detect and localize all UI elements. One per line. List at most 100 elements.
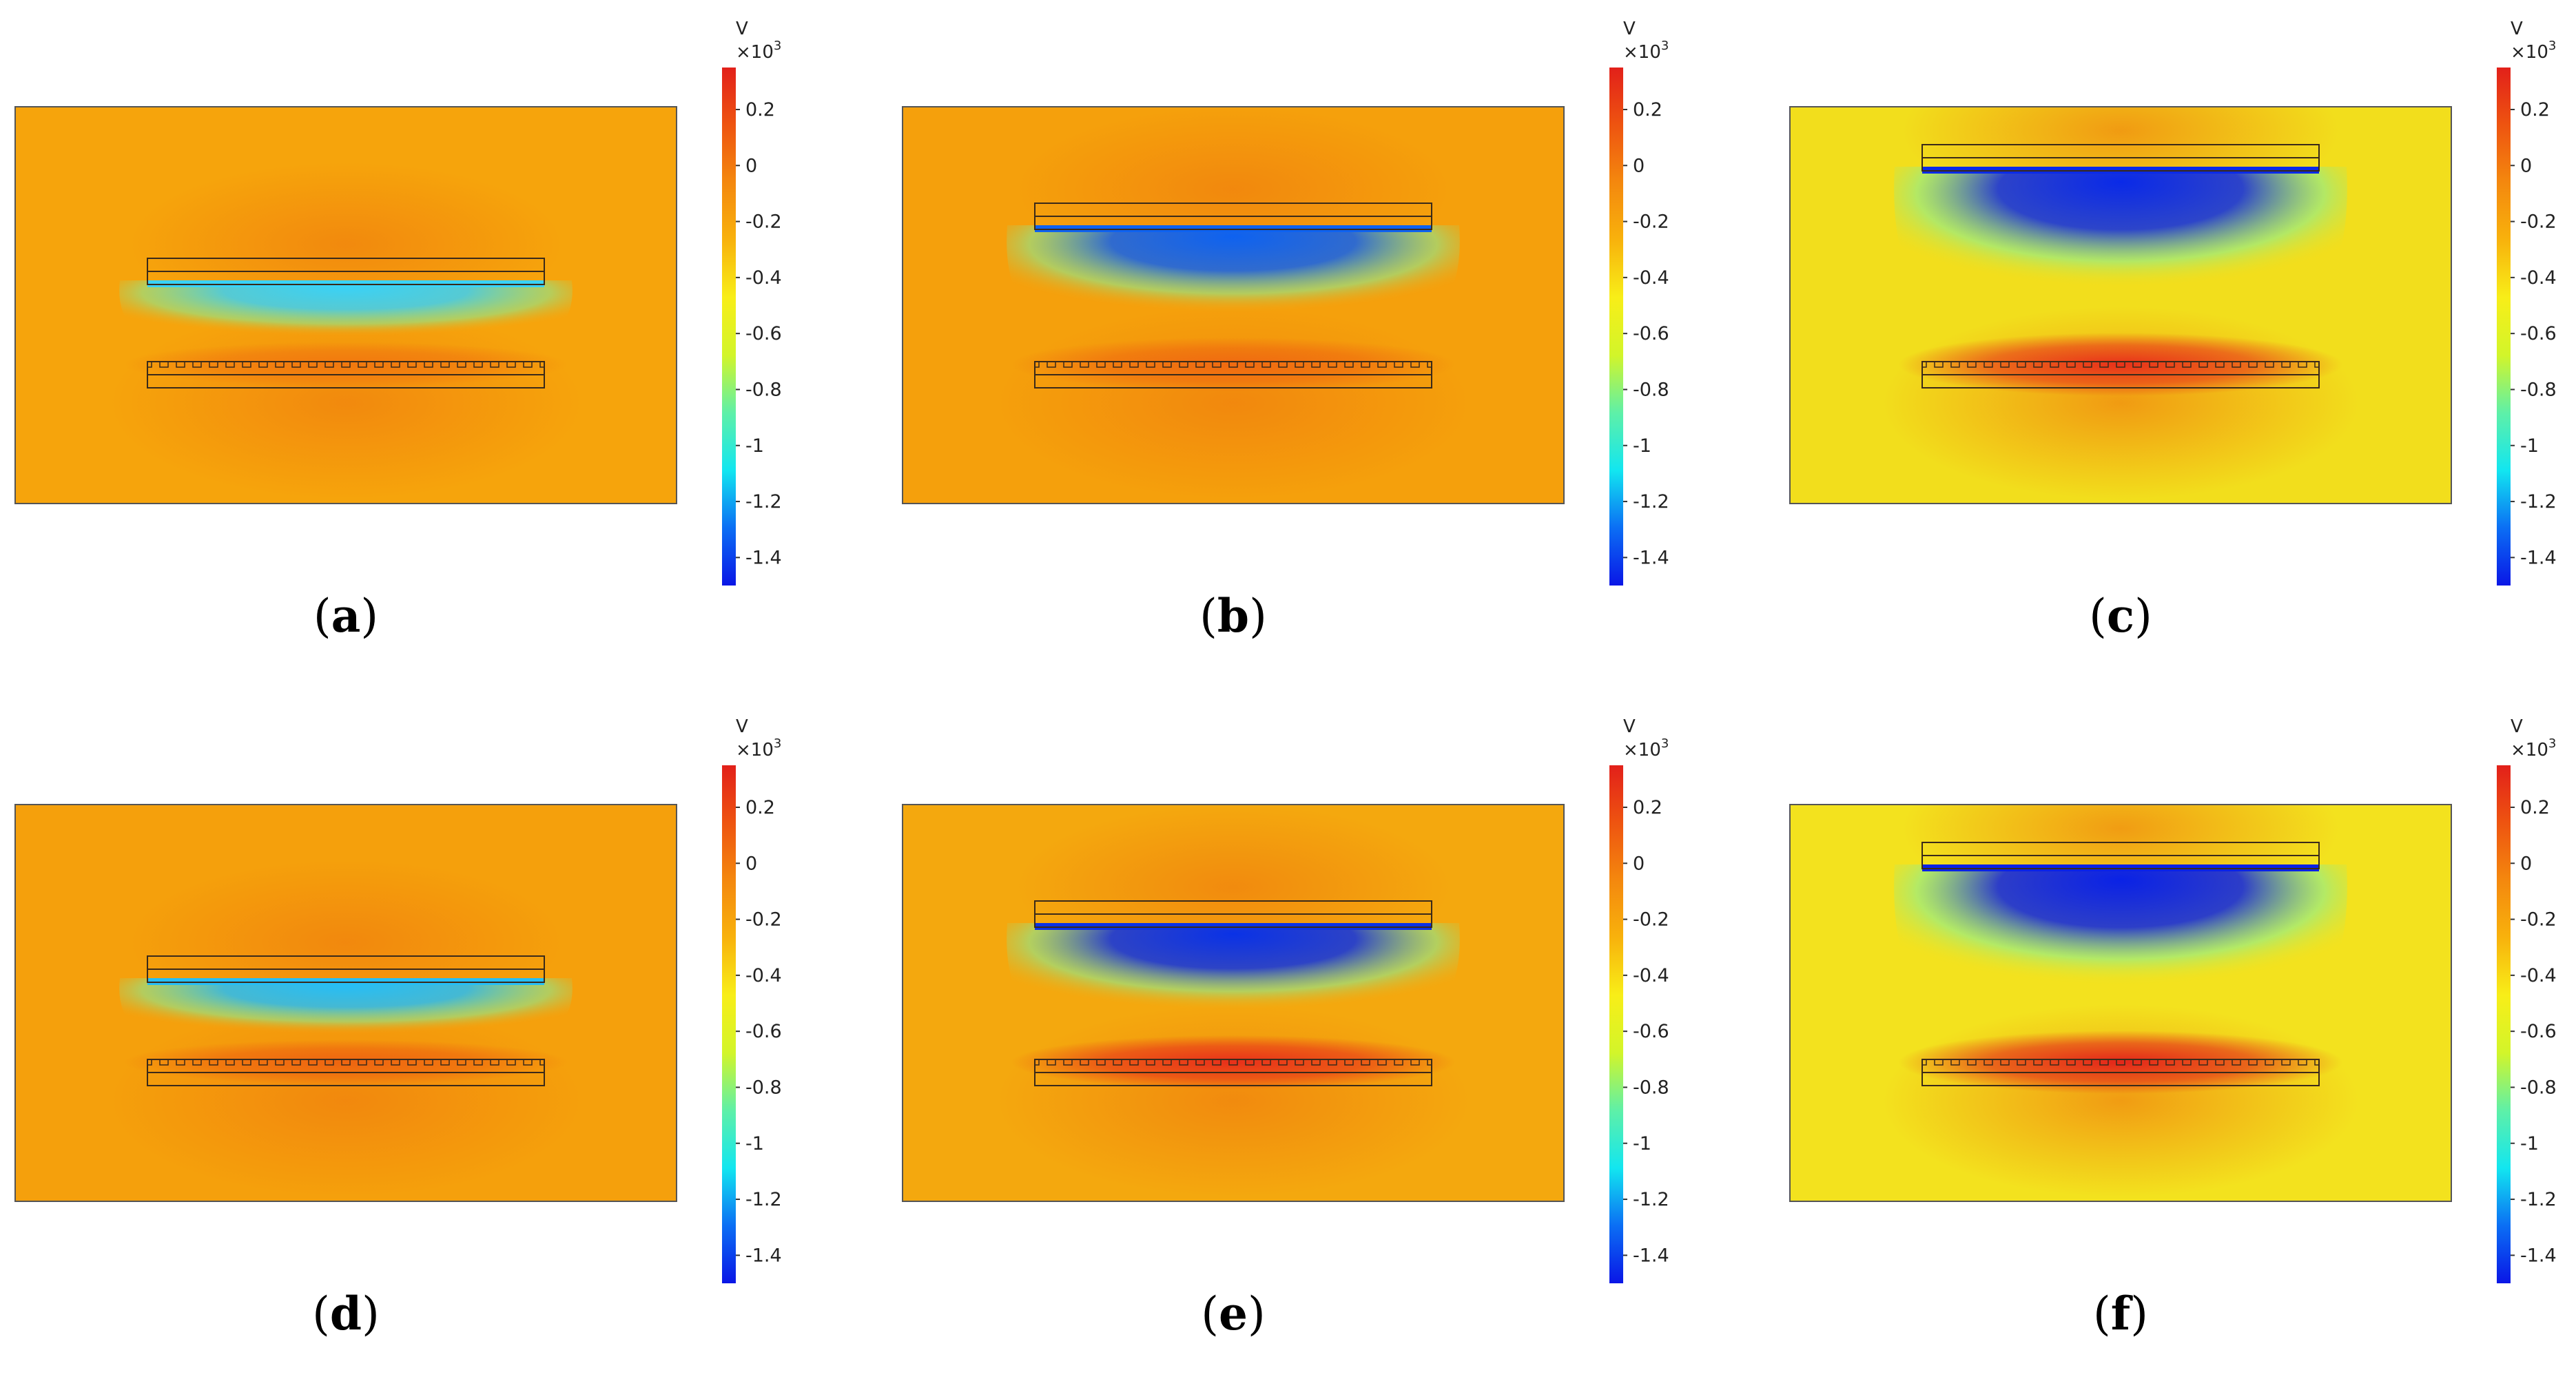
electrode-teeth [1922, 1059, 2319, 1066]
panel-c: V×103 0.2 0 -0.2 -0.4 -0.6 -0.8 -1 -1.2 -1.4 [1789, 19, 2557, 586]
colorbar-tick-label: -0.4 [745, 965, 782, 986]
colorbar-tick-label: -0.2 [1633, 211, 1669, 233]
electrode-teeth [1035, 361, 1432, 368]
colorbar-tick-label: -0.2 [2520, 909, 2557, 931]
electrode-teeth [1035, 1059, 1432, 1066]
colorbar-tick-label: -1 [2520, 1133, 2539, 1154]
positive-glow [123, 1039, 568, 1085]
colorbar-tick-label: -1.2 [745, 491, 782, 512]
colorbar-unit: V [2511, 19, 2523, 39]
colorbar-tick-label: -0.4 [1633, 965, 1669, 986]
colorbar-tick-label: -0.2 [745, 909, 782, 931]
plot-border [1789, 106, 2452, 504]
colorbar-scale [2497, 765, 2511, 1283]
colorbar-tick-label: 0 [2520, 853, 2532, 874]
colorbar-tick-label: -0.6 [745, 1021, 782, 1042]
negative-well [1007, 225, 1460, 335]
plot-border [902, 804, 1565, 1202]
field-plot [1790, 107, 2451, 504]
negative-well [1007, 923, 1460, 1033]
electrode-teeth [1922, 361, 2319, 368]
colorbar-multiplier: ×103 [1623, 736, 1669, 760]
colorbar: V×103 0.2 0 -0.2 -0.4 -0.6 -0.8 -1 -1.2 -1.4 [2497, 716, 2557, 1283]
colorbar-tick-label: -0.4 [2520, 965, 2557, 986]
colorbar-scale [722, 68, 736, 586]
colorbar-tick-label: -0.6 [2520, 323, 2557, 344]
plot-border [14, 804, 677, 1202]
negative-well [119, 280, 573, 351]
colorbar-tick-label: -1.4 [745, 1245, 782, 1266]
colorbar-tick-label: 0.2 [1633, 99, 1662, 121]
colorbar-tick-label: -1 [1633, 435, 1651, 457]
colorbar-tick-label: -0.8 [745, 1077, 782, 1098]
panel-caption-e: (e) [1201, 1287, 1266, 1340]
colorbar-tick-label: -0.2 [1633, 909, 1669, 931]
field-plot [1790, 805, 2451, 1201]
colorbar-scale [2497, 68, 2511, 586]
panels-layer: V×1030.20-0.2-0.4-0.6-0.8-1-1.2-1.4V×103… [14, 19, 2557, 1283]
positive-glow [1898, 1030, 2343, 1094]
colorbar-tick-label: -0.6 [1633, 323, 1669, 344]
panel-caption-a: (a) [313, 589, 379, 643]
colorbar: V×103 0.2 0 -0.2 -0.4 -0.6 -0.8 -1 -1.2 -1.4 [722, 716, 782, 1283]
positive-glow [1898, 333, 2343, 396]
colorbar-tick-label: 0 [1633, 853, 1645, 874]
colorbar-tick-label: -0.8 [745, 379, 782, 400]
colorbar-tick-label: -1 [745, 1133, 764, 1154]
colorbar-tick-label: -1.2 [2520, 1189, 2557, 1210]
plot-border [902, 106, 1565, 504]
colorbar-tick-label: -1.4 [745, 547, 782, 568]
panel-caption-d: (d) [312, 1287, 380, 1340]
panel-b: V×103 0.2 0 -0.2 -0.4 -0.6 -0.8 -1 -1.2 -1.4 [902, 19, 1669, 586]
colorbar-tick-label: -0.6 [1633, 1021, 1669, 1042]
field-plot [15, 805, 677, 1201]
panel-caption-c: (c) [2089, 589, 2152, 643]
colorbar-tick-label: -1.4 [1633, 547, 1669, 568]
colorbar-unit: V [736, 716, 748, 737]
colorbar-tick-label: -1 [1633, 1133, 1651, 1154]
colorbar-tick-label: -0.6 [745, 323, 782, 344]
field-plot [903, 805, 1564, 1201]
colorbar-tick-label: -1.2 [745, 1189, 782, 1210]
colorbar-tick-label: -0.4 [1633, 267, 1669, 289]
colorbar-tick-label: 0 [745, 853, 757, 874]
colorbar: V×103 0.2 0 -0.2 -0.4 -0.6 -0.8 -1 -1.2 -1.4 [722, 19, 782, 586]
colorbar-multiplier: ×103 [1623, 39, 1669, 63]
colorbar-tick-label: 0 [2520, 155, 2532, 176]
panel-caption-b: (b) [1199, 589, 1267, 643]
colorbar-scale [1609, 765, 1623, 1283]
plot-border [14, 106, 677, 504]
field-plot [903, 107, 1564, 504]
colorbar-tick-label: 0 [745, 155, 757, 176]
lower-halo [995, 307, 1472, 499]
colorbar-tick-label: -1 [2520, 435, 2539, 457]
colorbar: V×103 0.2 0 -0.2 -0.4 -0.6 -0.8 -1 -1.2 -1.4 [2497, 19, 2557, 586]
colorbar-tick-label: 0 [1633, 155, 1645, 176]
colorbar-tick-label: -1.4 [2520, 1245, 2557, 1266]
colorbar-tick-label: -1.2 [1633, 491, 1669, 512]
colorbar-tick-label: 0.2 [2520, 797, 2550, 818]
colorbar-tick-label: -1.4 [1633, 1245, 1669, 1266]
colorbar-multiplier: ×103 [736, 736, 781, 760]
colorbar-tick-label: 0.2 [1633, 797, 1662, 818]
colorbar-tick-label: 0.2 [2520, 99, 2550, 121]
colorbar-multiplier: ×103 [2511, 39, 2556, 63]
colorbar-unit: V [736, 19, 748, 39]
colorbar-tick-label: 0.2 [745, 99, 775, 121]
colorbar-tick-label: -0.8 [1633, 379, 1669, 400]
colorbar-scale [722, 765, 736, 1283]
colorbar-tick-label: -0.8 [2520, 1077, 2557, 1098]
colorbar-unit: V [2511, 716, 2523, 737]
negative-well [1894, 864, 2347, 1016]
field-plot [15, 107, 677, 504]
colorbar-tick-label: -0.4 [745, 267, 782, 289]
colorbar-tick-label: -0.8 [1633, 1077, 1669, 1098]
panel-d: V×103 0.2 0 -0.2 -0.4 -0.6 -0.8 -1 -1.2 -1.4 [14, 716, 782, 1283]
colorbar-tick-label: 0.2 [745, 797, 775, 818]
colorbar-tick-label: -1 [745, 435, 764, 457]
positive-glow [1011, 1035, 1456, 1090]
panel-f: V×103 0.2 0 -0.2 -0.4 -0.6 -0.8 -1 -1.2 -1.4 [1789, 716, 2557, 1283]
colorbar-tick-label: -0.6 [2520, 1021, 2557, 1042]
positive-glow [1011, 337, 1456, 392]
